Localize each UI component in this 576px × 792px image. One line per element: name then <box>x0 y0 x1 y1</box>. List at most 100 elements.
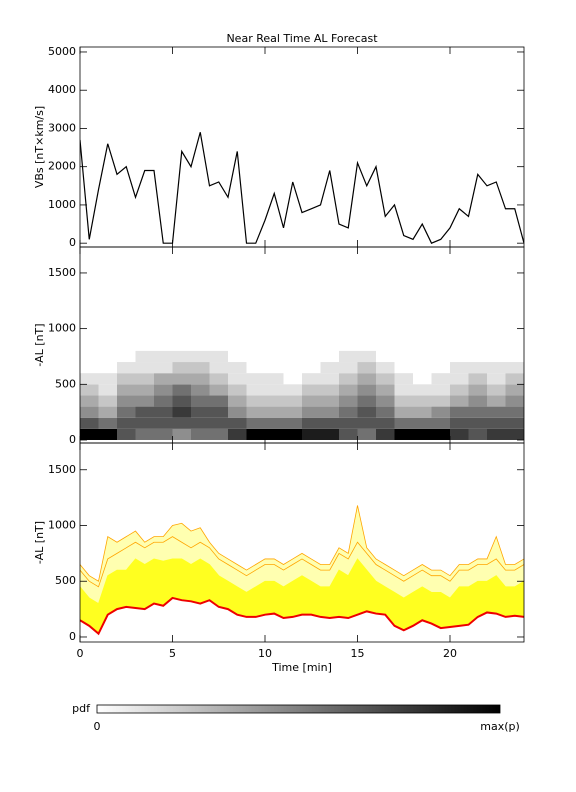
density-cell <box>80 373 99 385</box>
density-cell <box>468 428 487 440</box>
density-cell <box>376 417 395 429</box>
density-cell <box>246 406 265 418</box>
density-cell <box>265 395 284 407</box>
y-tick-label: 4000 <box>48 83 76 96</box>
density-cell <box>431 373 450 385</box>
density-cell <box>135 384 154 396</box>
density-cell <box>98 406 117 418</box>
y-axis-label: -AL [nT] <box>33 323 46 366</box>
density-cell <box>505 395 524 407</box>
density-cell <box>357 384 376 396</box>
density-cell <box>450 362 469 374</box>
density-cell <box>80 428 99 440</box>
band-line <box>80 558 524 605</box>
density-cell <box>228 384 247 396</box>
density-cell <box>468 373 487 385</box>
data-line <box>80 132 524 244</box>
density-cell <box>191 428 210 440</box>
density-cell <box>191 406 210 418</box>
y-tick-label: 5000 <box>48 45 76 58</box>
density-cell <box>339 362 358 374</box>
density-cell <box>154 373 173 385</box>
y-axis-label: -AL [nT] <box>33 521 46 564</box>
density-cell <box>450 395 469 407</box>
density-cell <box>154 362 173 374</box>
density-cell <box>154 428 173 440</box>
density-cell <box>117 417 136 429</box>
density-cell <box>80 417 99 429</box>
density-cell <box>154 395 173 407</box>
density-cell <box>505 417 524 429</box>
density-cell <box>117 384 136 396</box>
band-line <box>80 505 524 582</box>
density-cell <box>283 417 302 429</box>
density-cell <box>376 384 395 396</box>
density-cell <box>172 384 191 396</box>
panel: 0 500 1000 1500 0 5 10 15 20 -AL [nT] Time [min] <box>33 442 525 674</box>
density-cell <box>228 406 247 418</box>
density-cell <box>487 417 506 429</box>
density-cell <box>339 428 358 440</box>
y-tick-label: 2000 <box>48 160 76 173</box>
density-cell <box>265 406 284 418</box>
density-cell <box>172 406 191 418</box>
density-cell <box>80 384 99 396</box>
density-cell <box>394 428 413 440</box>
density-cell <box>191 395 210 407</box>
density-cell <box>505 406 524 418</box>
y-tick-label: 1000 <box>48 322 76 335</box>
y-tick-label: 3000 <box>48 121 76 134</box>
axes-frame <box>79 442 525 643</box>
plot-area <box>80 350 524 440</box>
density-cell <box>135 395 154 407</box>
density-cell <box>209 406 228 418</box>
x-tick-label: 15 <box>351 647 365 660</box>
density-cell <box>302 395 321 407</box>
density-cell <box>413 417 432 429</box>
y-tick-label: 1500 <box>48 266 76 279</box>
density-cell <box>376 373 395 385</box>
x-tick-label: 0 <box>77 647 84 660</box>
band-line <box>80 536 524 588</box>
density-cell <box>302 417 321 429</box>
band-area <box>80 597 524 642</box>
density-cell <box>468 406 487 418</box>
density-cell <box>320 428 339 440</box>
density-cell <box>191 384 210 396</box>
density-cell <box>98 395 117 407</box>
density-cell <box>117 362 136 374</box>
colorbar <box>96 704 501 714</box>
density-cell <box>487 428 506 440</box>
density-cell <box>135 406 154 418</box>
density-cell <box>505 384 524 396</box>
y-tick-label: 0 <box>69 236 76 249</box>
density-cell <box>117 428 136 440</box>
density-cell <box>302 373 321 385</box>
density-cell <box>283 428 302 440</box>
density-cell <box>228 373 247 385</box>
density-cell <box>450 384 469 396</box>
density-cell <box>154 406 173 418</box>
density-cell <box>172 417 191 429</box>
density-cell <box>283 384 302 396</box>
density-cell <box>431 417 450 429</box>
density-cell <box>246 373 265 385</box>
density-cell <box>98 417 117 429</box>
density-cell <box>302 384 321 396</box>
density-cell <box>265 384 284 396</box>
axes-frame <box>79 46 525 248</box>
density-cell <box>394 406 413 418</box>
density-cell <box>80 406 99 418</box>
density-cell <box>302 428 321 440</box>
density-cell <box>283 395 302 407</box>
density-cell <box>135 350 154 363</box>
density-cell <box>209 350 228 363</box>
density-cell <box>505 428 524 440</box>
density-cell <box>413 384 432 396</box>
density-cell <box>357 417 376 429</box>
density-cell <box>246 417 265 429</box>
density-cell <box>413 428 432 440</box>
density-cell <box>172 350 191 363</box>
density-cell <box>135 362 154 374</box>
